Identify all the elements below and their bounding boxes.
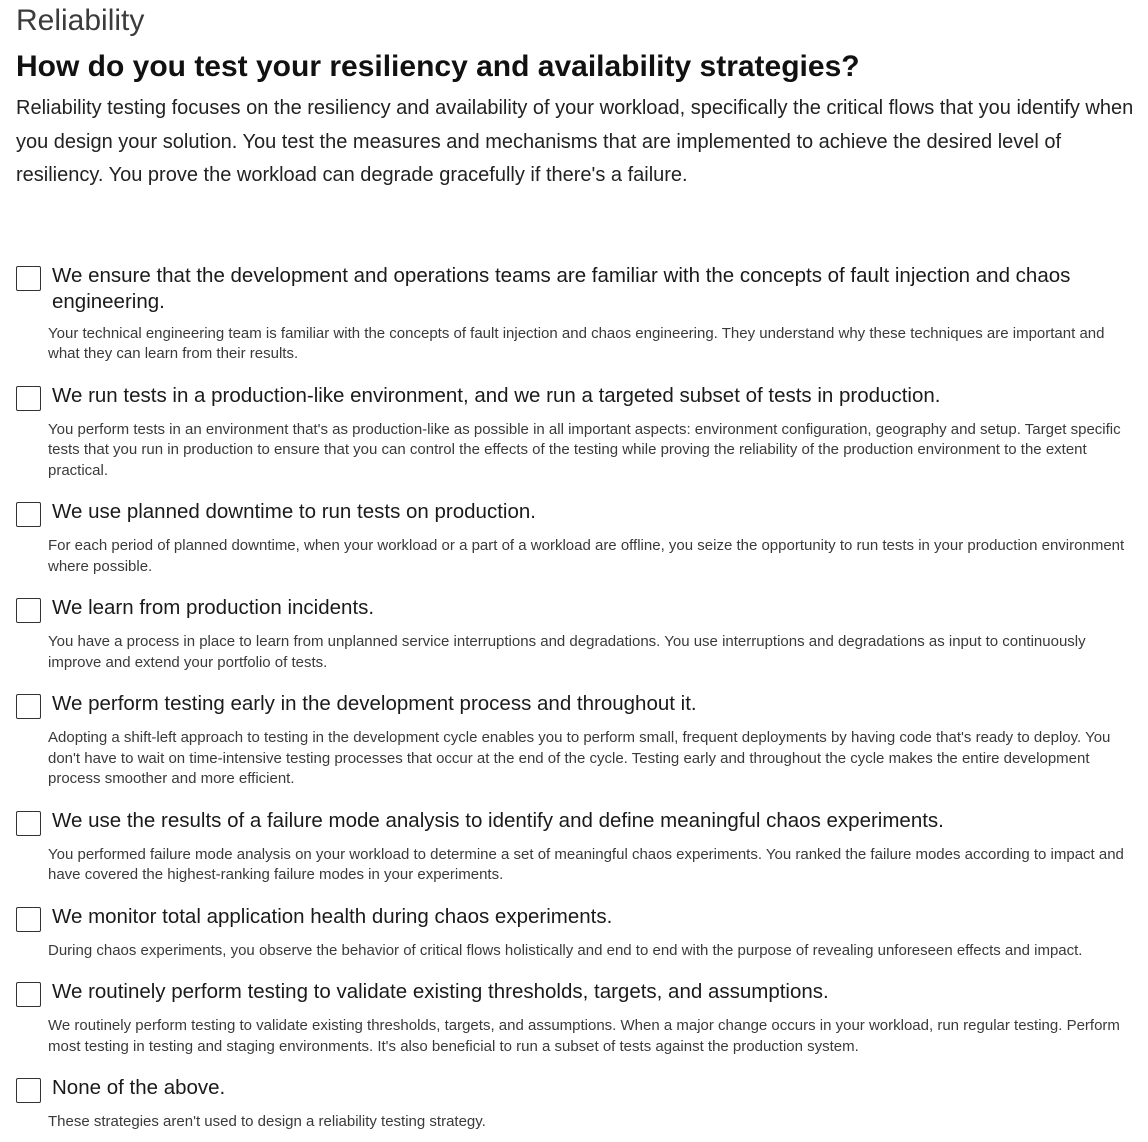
- option-checkbox[interactable]: [16, 906, 41, 932]
- option-production-like-tests: We run tests in a production-like enviro…: [16, 383, 1136, 482]
- option-description: These strategies aren't used to design a…: [48, 1113, 486, 1130]
- option-none-of-the-above: None of the above. These strategies aren…: [16, 1075, 1136, 1133]
- question-intro: Reliability testing focuses on the resil…: [16, 97, 1134, 186]
- category-title: Reliability: [16, 4, 145, 37]
- option-label[interactable]: We learn from production incidents.: [52, 596, 375, 619]
- option-description: You performed failure mode analysis on y…: [48, 845, 1124, 884]
- option-checkbox[interactable]: [16, 385, 41, 411]
- option-learn-from-incidents: We learn from production incidents. You …: [16, 595, 1136, 673]
- option-description: We routinely perform testing to validate…: [48, 1017, 1120, 1055]
- option-description: You perform tests in an environment that…: [48, 420, 1121, 479]
- option-label[interactable]: We perform testing early in the developm…: [52, 692, 697, 715]
- option-checkbox[interactable]: [16, 265, 41, 291]
- option-label[interactable]: We use the results of a failure mode ana…: [52, 808, 944, 832]
- option-label[interactable]: We ensure that the development and opera…: [52, 263, 1071, 313]
- option-label[interactable]: We monitor total application health duri…: [52, 904, 613, 928]
- option-checkbox[interactable]: [16, 694, 41, 719]
- option-planned-downtime: We use planned downtime to run tests on …: [16, 499, 1136, 577]
- option-description: For each period of planned downtime, whe…: [48, 537, 1125, 575]
- option-label[interactable]: We run tests in a production-like enviro…: [52, 383, 941, 407]
- option-monitor-health: We monitor total application health duri…: [16, 904, 1136, 962]
- option-fault-injection-familiarity: We ensure that the development and opera…: [16, 263, 1136, 365]
- option-checkbox[interactable]: [16, 982, 41, 1007]
- option-test-early: We perform testing early in the developm…: [16, 691, 1136, 790]
- option-failure-mode-analysis: We use the results of a failure mode ana…: [16, 808, 1136, 886]
- option-label[interactable]: None of the above.: [52, 1076, 226, 1099]
- options-list: We ensure that the development and opera…: [16, 263, 1136, 1133]
- option-validate-thresholds: We routinely perform testing to validate…: [16, 979, 1136, 1057]
- option-description: Adopting a shift-left approach to testin…: [48, 729, 1111, 787]
- option-label[interactable]: We use planned downtime to run tests on …: [52, 500, 536, 523]
- question-title: How do you test your resiliency and avai…: [16, 50, 860, 83]
- assessment-page: Reliability How do you test your resilie…: [16, 0, 1136, 1133]
- option-checkbox[interactable]: [16, 810, 41, 836]
- option-label[interactable]: We routinely perform testing to validate…: [52, 980, 829, 1003]
- option-checkbox[interactable]: [16, 502, 41, 527]
- option-checkbox[interactable]: [16, 1078, 41, 1103]
- option-checkbox[interactable]: [16, 598, 41, 623]
- option-description: During chaos experiments, you observe th…: [48, 941, 1083, 959]
- option-description: You have a process in place to learn fro…: [48, 633, 1086, 671]
- option-description: Your technical engineering team is famil…: [48, 324, 1105, 363]
